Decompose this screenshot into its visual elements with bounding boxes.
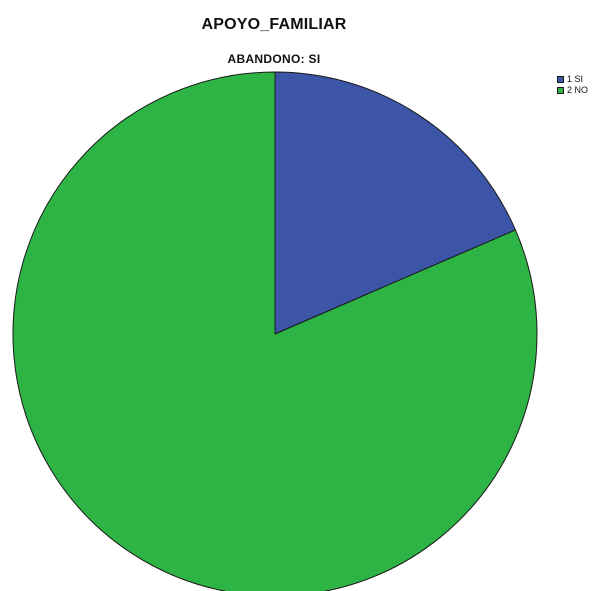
legend-item-no: 2 NO (557, 85, 588, 96)
legend-item-si: 1 SI (557, 74, 588, 85)
pie-slice-2-no (12, 71, 538, 591)
pie-slice-1-si (274, 71, 516, 335)
legend-swatch-si (557, 76, 564, 83)
legend-swatch-no (557, 87, 564, 94)
legend-label-si: 1 SI (567, 74, 584, 84)
chart-title: APOYO_FAMILIAR (201, 16, 347, 33)
legend-label-no: 2 NO (567, 85, 589, 95)
legend: 1 SI 2 NO (557, 74, 588, 96)
chart-subtitle: ABANDONO: SI (227, 52, 321, 66)
